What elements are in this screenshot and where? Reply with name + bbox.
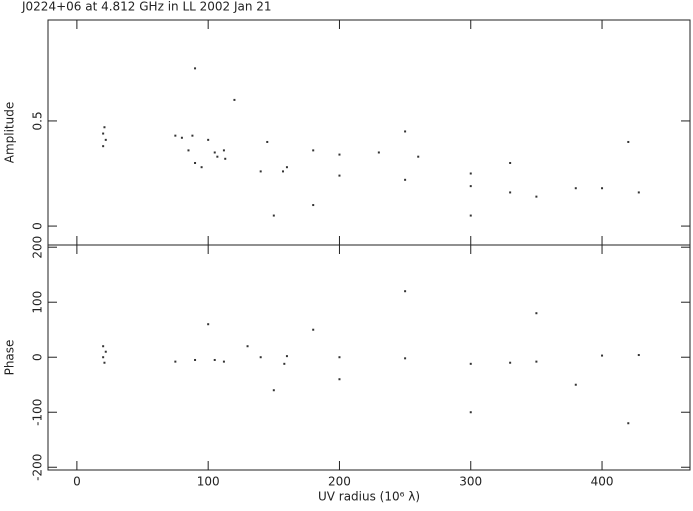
point <box>601 187 604 190</box>
x-tick-label: 0 <box>73 475 81 489</box>
point <box>272 389 275 392</box>
point <box>312 328 315 331</box>
point <box>259 356 262 359</box>
point <box>509 161 512 164</box>
point <box>601 354 604 357</box>
point <box>222 149 225 152</box>
point <box>469 411 472 414</box>
point <box>180 136 183 139</box>
point <box>174 360 177 363</box>
point <box>187 149 190 152</box>
point <box>637 354 640 357</box>
point <box>509 191 512 194</box>
point <box>637 191 640 194</box>
point <box>216 155 219 158</box>
point <box>200 166 203 169</box>
point <box>207 323 210 326</box>
point <box>404 130 407 133</box>
y-tick-label: 100 <box>31 291 45 314</box>
y-axis-label: Phase <box>3 340 17 376</box>
y-tick-label: 0 <box>31 353 45 361</box>
chart-title: J0224+06 at 4.812 GHz in LL 2002 Jan 21 <box>21 0 272 14</box>
point <box>207 138 210 141</box>
point <box>103 361 106 364</box>
point <box>469 214 472 217</box>
point <box>194 161 197 164</box>
point <box>102 132 105 135</box>
point <box>469 362 472 365</box>
y-axis-label: Amplitude <box>3 102 17 164</box>
x-tick-label: 300 <box>459 475 482 489</box>
point <box>103 126 106 129</box>
point <box>535 312 538 315</box>
point <box>233 98 236 101</box>
point <box>194 358 197 361</box>
point <box>417 155 420 158</box>
point <box>627 140 630 143</box>
point <box>213 358 216 361</box>
point <box>404 178 407 181</box>
point <box>312 149 315 152</box>
top-frame <box>47 19 691 246</box>
x-tick-label: 100 <box>197 475 220 489</box>
point <box>285 355 288 358</box>
point <box>266 140 269 143</box>
point <box>574 187 577 190</box>
point <box>259 170 262 173</box>
point <box>104 350 107 353</box>
point <box>338 174 341 177</box>
point <box>469 185 472 188</box>
point <box>285 166 288 169</box>
point <box>191 134 194 137</box>
point <box>102 345 105 348</box>
point <box>213 151 216 154</box>
point <box>469 172 472 175</box>
point <box>312 204 315 207</box>
y-tick-label: -100 <box>31 399 45 426</box>
point <box>338 356 341 359</box>
point <box>102 145 105 148</box>
y-tick-label: -200 <box>31 454 45 481</box>
y-tick-label: 0.5 <box>31 111 45 130</box>
point <box>104 138 107 141</box>
point <box>283 362 286 365</box>
point <box>102 356 105 359</box>
point <box>404 357 407 360</box>
y-tick-label: 0 <box>31 222 45 230</box>
point <box>338 153 341 156</box>
y-tick-label: 200 <box>31 236 45 259</box>
point <box>509 361 512 364</box>
point <box>377 151 380 154</box>
point <box>174 134 177 137</box>
point <box>222 360 225 363</box>
x-axis-label: UV radius (10⁶ λ) <box>318 490 420 504</box>
point <box>627 422 630 425</box>
point <box>272 214 275 217</box>
point <box>338 378 341 381</box>
bottom-frame <box>47 244 691 471</box>
point <box>574 383 577 386</box>
point <box>282 170 285 173</box>
point <box>246 345 249 348</box>
point <box>404 290 407 293</box>
point <box>535 360 538 363</box>
x-tick-label: 400 <box>591 475 614 489</box>
point <box>194 67 197 70</box>
point <box>224 157 227 160</box>
x-tick-label: 200 <box>328 475 351 489</box>
point <box>535 195 538 198</box>
